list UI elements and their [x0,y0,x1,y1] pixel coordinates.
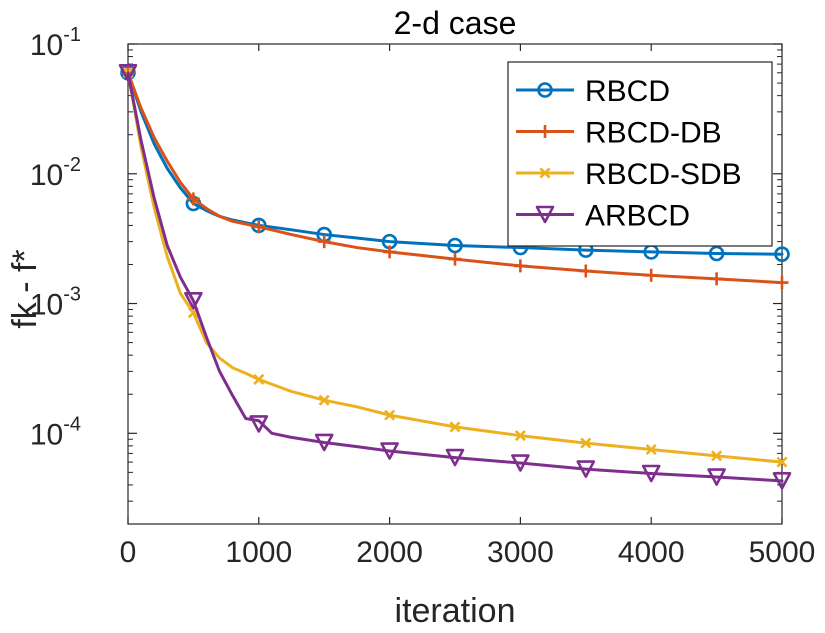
legend-item-rbcd-db: RBCD-DB [516,117,722,150]
data-point [511,454,530,472]
legend: RBCD RBCD-DB RBCD-SDB ARBCD [507,61,773,247]
legend-label: RBCD-DB [585,117,722,150]
data-point [447,237,463,254]
data-point [449,421,461,433]
data-point [513,259,527,273]
data-point [707,468,726,486]
x-tick-label: 5000 [749,536,816,569]
data-point [514,430,526,442]
series-arbcd [118,63,792,490]
tick-labels: 0 1000 2000 3000 4000 5000 10-1 10-2 10-3 10-4 [30,24,816,569]
series-rbcd-sdb [122,67,788,468]
legend-label: RBCD [585,75,670,108]
legend-item-rbcd: RBCD [516,75,670,108]
x-tick-label: 4000 [618,536,685,569]
legend-marker [538,125,552,138]
data-point [576,460,596,478]
data-point [317,235,331,249]
data-point [383,245,397,259]
data-point [772,472,792,490]
data-point [186,192,200,206]
data-point [708,245,725,262]
data-point [579,264,593,278]
legend-item-rbcd-sdb: RBCD-SDB [516,158,742,191]
data-point [184,291,203,310]
data-point [448,252,462,266]
legend-item-arbcd: ARBCD [516,200,690,233]
data-point [710,272,724,286]
legend-label: ARBCD [585,200,690,233]
data-point [252,220,266,234]
data-point [380,442,399,460]
series-line [126,71,784,483]
chart-title: 2-d case [394,5,517,41]
data-point [318,394,330,406]
legend-marker [537,82,553,98]
y-tick-label: 10-4 [30,413,81,451]
data-point [775,276,789,290]
series-rbcd-db [121,66,789,290]
data-point [641,464,661,483]
data-point [644,268,658,282]
data-point [445,448,465,467]
x-tick-label: 0 [120,536,137,569]
data-point [580,437,592,449]
x-tick-label: 1000 [225,536,292,569]
data-point [314,433,334,452]
data-point [645,443,657,456]
legend-label: RBCD-SDB [585,158,742,191]
legend-marker [535,205,555,224]
x-axis-label: iteration [395,592,516,630]
data-point [711,450,723,462]
y-tick-label: 10-2 [30,154,81,192]
data-point [384,409,396,421]
data-point [774,246,790,262]
data-point [776,456,788,468]
x-tick-label: 3000 [487,536,554,569]
y-tick-label: 10-1 [30,24,81,62]
x-tick-label: 2000 [356,536,423,569]
legend-marker [539,167,551,179]
y-axis-label: fk - f* [6,249,44,328]
y-tick-label: 10-3 [30,284,81,322]
data-point [118,63,138,82]
data-point [249,415,269,433]
series-group [118,63,792,490]
data-point [253,373,265,385]
